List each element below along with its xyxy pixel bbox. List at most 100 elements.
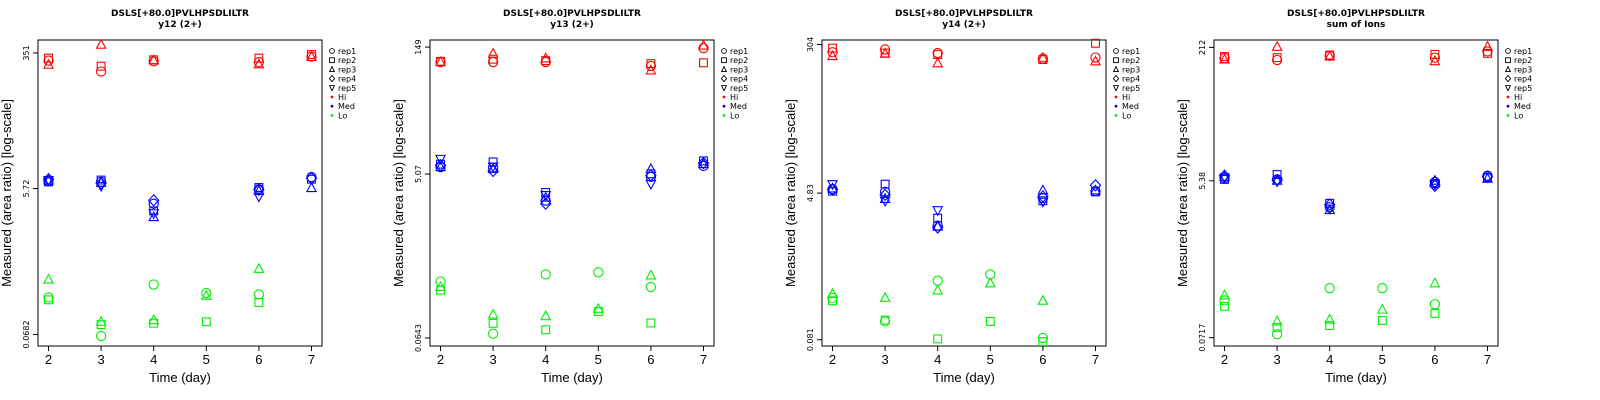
legend-label-rep4: rep4 bbox=[1514, 75, 1532, 84]
data-point-rep5-med bbox=[1324, 204, 1336, 215]
plot-frame bbox=[37, 39, 323, 347]
data-point-rep4-med bbox=[1089, 178, 1102, 192]
legend-symbol-rep1 bbox=[721, 48, 727, 54]
x-tick-label: 3 bbox=[97, 352, 104, 367]
x-tick-label: 7 bbox=[308, 352, 315, 367]
data-point-rep3-med bbox=[645, 162, 657, 173]
data-point-rep2-med bbox=[96, 175, 106, 185]
data-point-rep3-lo bbox=[540, 309, 552, 321]
data-point-rep2-lo bbox=[933, 334, 943, 344]
data-point-rep1-lo bbox=[148, 279, 159, 290]
data-point-rep2-hi bbox=[254, 53, 264, 63]
data-point-rep3-lo bbox=[487, 308, 499, 319]
data-point-rep3-lo bbox=[645, 269, 657, 280]
data-point-rep1-hi bbox=[253, 57, 265, 68]
x-axis-label: Time (day) bbox=[1325, 370, 1387, 385]
data-point-rep2-med bbox=[880, 179, 890, 189]
legend-label-rep5: rep5 bbox=[1122, 84, 1140, 93]
data-point-rep1-lo bbox=[1271, 328, 1283, 340]
legend-label-rep1: rep1 bbox=[1122, 47, 1140, 56]
data-point-rep1-lo bbox=[540, 269, 551, 280]
data-point-rep3-hi bbox=[1218, 53, 1231, 64]
data-point-rep2-lo bbox=[1220, 301, 1229, 311]
data-point-rep1-hi bbox=[827, 47, 838, 58]
y-tick-label: 0.0643 bbox=[414, 324, 423, 352]
legend-dot-hi bbox=[722, 95, 726, 99]
x-tick-label: 5 bbox=[595, 352, 602, 367]
chart-title: DSLS[+80.0]PVLHPSDLILTR bbox=[503, 9, 641, 19]
data-point-rep1-hi bbox=[1429, 52, 1441, 63]
x-tick-label: 2 bbox=[437, 352, 444, 367]
legend-label-hi: Hi bbox=[1122, 93, 1130, 102]
y-tick-label: 304 bbox=[806, 37, 815, 52]
legend-label-rep3: rep3 bbox=[1122, 65, 1140, 74]
y-axis-label: Measured (area ratio) [log-scale] bbox=[391, 99, 406, 287]
legend-dot-med bbox=[1114, 104, 1118, 108]
data-point-rep5-med bbox=[1037, 197, 1049, 208]
legend-label-rep5: rep5 bbox=[338, 84, 356, 93]
data-point-rep1-med bbox=[148, 198, 159, 209]
data-point-rep3-hi bbox=[1037, 51, 1049, 62]
data-point-rep2-lo bbox=[1038, 337, 1048, 347]
x-tick-label: 5 bbox=[1379, 352, 1386, 367]
legend-symbol-rep2 bbox=[1113, 57, 1119, 64]
data-point-rep2-hi bbox=[488, 54, 498, 64]
data-point-rep3-lo bbox=[148, 314, 160, 325]
data-point-rep1-lo bbox=[1037, 332, 1049, 344]
data-point-rep1-lo bbox=[1377, 283, 1388, 294]
data-point-rep1-lo bbox=[95, 330, 107, 342]
chart-subtitle: sum of Ions bbox=[1327, 20, 1386, 30]
legend-symbol-rep3 bbox=[328, 65, 336, 73]
data-point-rep3-lo bbox=[1271, 315, 1283, 326]
data-point-rep3-lo bbox=[1376, 303, 1388, 314]
chart-subtitle: y12 (2+) bbox=[158, 20, 202, 30]
chart-title: DSLS[+80.0]PVLHPSDLILTR bbox=[895, 9, 1033, 19]
data-point-rep5-med bbox=[434, 154, 447, 166]
data-point-rep2-med bbox=[1038, 196, 1048, 206]
chart-subtitle: y14 (2+) bbox=[942, 20, 986, 30]
legend-label-rep2: rep2 bbox=[1122, 56, 1140, 65]
data-point-rep1-lo bbox=[1324, 283, 1335, 294]
x-axis-label: Time (day) bbox=[933, 370, 995, 385]
legend-label-lo: Lo bbox=[1122, 111, 1131, 120]
data-point-rep3-med bbox=[305, 181, 318, 193]
data-point-rep3-lo bbox=[984, 277, 996, 288]
data-point-rep2-hi bbox=[699, 58, 708, 68]
data-point-rep3-med bbox=[253, 184, 265, 196]
y-tick-label: 0.081 bbox=[806, 328, 815, 351]
x-axis-label: Time (day) bbox=[149, 370, 211, 385]
x-tick-label: 3 bbox=[489, 352, 496, 367]
data-point-rep3-hi bbox=[645, 64, 657, 75]
y-tick-label: 5.38 bbox=[1198, 172, 1207, 190]
y-tick-label: 5.72 bbox=[22, 180, 31, 198]
y-tick-label: 351 bbox=[22, 45, 31, 60]
data-point-rep2-hi bbox=[1272, 53, 1282, 63]
legend-dot-hi bbox=[1506, 95, 1510, 99]
data-point-rep5-med bbox=[42, 176, 55, 187]
data-point-rep3-hi bbox=[540, 52, 552, 63]
data-point-rep2-hi bbox=[44, 53, 53, 63]
data-point-rep3-med bbox=[1089, 184, 1102, 195]
data-point-rep3-med bbox=[697, 157, 710, 169]
data-point-rep2-lo bbox=[1377, 316, 1387, 325]
data-point-rep3-lo bbox=[42, 273, 55, 284]
data-point-rep3-hi bbox=[697, 39, 710, 50]
data-point-rep1-med bbox=[1324, 202, 1335, 213]
legend-label-rep1: rep1 bbox=[338, 47, 356, 56]
y-tick-label: 4.83 bbox=[806, 184, 815, 202]
legend-label-lo: Lo bbox=[730, 111, 739, 120]
legend-dot-lo bbox=[330, 114, 334, 117]
data-point-rep3-med bbox=[148, 210, 160, 222]
legend-symbol-rep1 bbox=[1113, 48, 1119, 54]
data-point-rep1-lo bbox=[593, 267, 604, 278]
legend-label-hi: Hi bbox=[1514, 93, 1522, 102]
y-axis-label: Measured (area ratio) [log-scale] bbox=[1175, 99, 1190, 287]
data-point-rep2-lo bbox=[44, 295, 53, 305]
data-point-rep3-hi bbox=[932, 57, 944, 68]
legend-label-med: Med bbox=[1122, 102, 1139, 111]
legend-label-rep3: rep3 bbox=[1514, 65, 1532, 74]
data-point-rep3-hi bbox=[879, 47, 891, 58]
data-point-rep4-med bbox=[931, 221, 944, 234]
data-point-rep2-hi bbox=[96, 61, 106, 71]
